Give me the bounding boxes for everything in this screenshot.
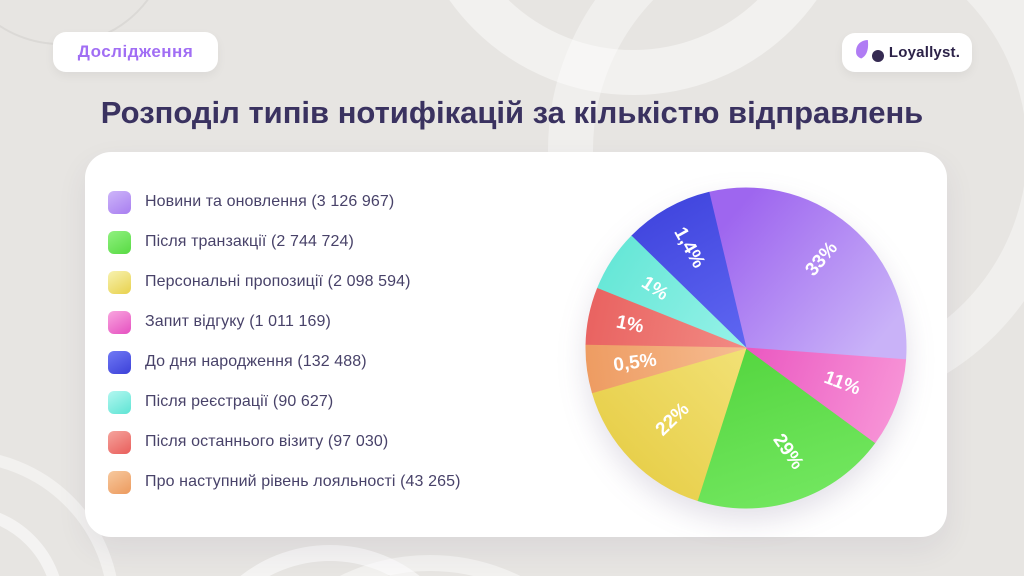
legend-item: Запит відгуку (1 011 169) (108, 310, 461, 334)
legend-label: Персональні пропозиції (2 098 594) (145, 273, 411, 290)
page-title: Розподіл типів нотифікацій за кількістю … (100, 95, 924, 130)
pie-slice (696, 347, 876, 509)
legend-label: Про наступний рівень лояльності (43 265) (145, 473, 461, 490)
legend-item: Після транзакції (2 744 724) (108, 230, 461, 254)
decor-ring-bottom-center-2 (225, 555, 635, 576)
decor-ring-top-center (408, 0, 858, 95)
research-badge-label: Дослідження (77, 42, 194, 61)
legend-swatch (108, 270, 131, 294)
legend-swatch (108, 350, 131, 374)
pie-slice (708, 187, 907, 361)
legend-label: Запит відгуку (1 011 169) (145, 313, 331, 330)
legend-item: Про наступний рівень лояльності (43 265) (108, 470, 461, 494)
logo-text: Loyallyst. (888, 44, 961, 61)
legend-swatch (108, 430, 131, 454)
pie-slice (591, 347, 747, 501)
legend-label: Новини та оновлення (3 126 967) (145, 193, 395, 210)
legend-label: До дня народження (132 488) (145, 353, 367, 370)
legend-item: Новини та оновлення (3 126 967) (108, 190, 461, 214)
decor-ring-bottom-center (185, 545, 475, 576)
decor-ring-bottom-left (0, 505, 65, 576)
pie-chart: 33%29%22%11%1,4%1%1%0,5% (585, 187, 907, 509)
legend-item: Персональні пропозиції (2 098 594) (108, 270, 461, 294)
legend-item: Після останнього візиту (97 030) (108, 430, 461, 454)
pie-slice (745, 347, 907, 443)
pie-slice (585, 344, 747, 394)
legend-swatch (108, 230, 131, 254)
logo: Loyallyst. (842, 33, 972, 72)
logo-leaf-icon (855, 40, 868, 59)
research-badge: Дослідження (53, 32, 218, 72)
legend-swatch (108, 190, 131, 214)
legend-swatch (108, 470, 131, 494)
legend-item: До дня народження (132 488) (108, 350, 461, 374)
legend-swatch (108, 310, 131, 334)
legend-label: Після останнього візиту (97 030) (145, 433, 389, 450)
logo-dot-icon (871, 50, 884, 62)
chart-card: Новини та оновлення (3 126 967) Після тра… (85, 152, 947, 537)
pie-slice (630, 191, 747, 349)
legend: Новини та оновлення (3 126 967) Після тра… (108, 190, 461, 510)
legend-swatch (108, 390, 131, 414)
legend-item: Після реєстрації (90 627) (108, 390, 461, 414)
legend-label: Після транзакції (2 744 724) (145, 233, 354, 250)
legend-label: Після реєстрації (90 627) (145, 393, 334, 410)
